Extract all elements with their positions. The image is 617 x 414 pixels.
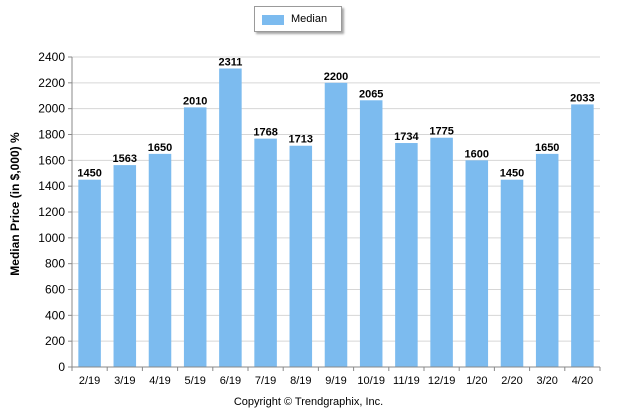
bar-1-20 bbox=[465, 160, 489, 367]
data-label: 1734 bbox=[394, 131, 419, 143]
y-tick-label: 200 bbox=[45, 334, 65, 348]
y-tick-label: 400 bbox=[45, 308, 65, 322]
bar-4-19 bbox=[148, 153, 172, 367]
bar-2-19 bbox=[78, 179, 101, 367]
y-tick-label: 600 bbox=[45, 283, 65, 297]
y-tick-label: 1000 bbox=[38, 231, 65, 245]
x-tick-label: 5/19 bbox=[184, 375, 205, 387]
data-label: 2010 bbox=[183, 95, 207, 107]
data-label: 1713 bbox=[289, 134, 313, 146]
y-tick-label: 1400 bbox=[38, 179, 65, 193]
y-tick-label: 2000 bbox=[38, 102, 65, 116]
x-tick-label: 1/20 bbox=[466, 375, 487, 387]
bar-6-19 bbox=[219, 68, 242, 367]
y-tick-label: 0 bbox=[58, 360, 65, 374]
bar-5-19 bbox=[183, 107, 207, 367]
axes: 0 200 400 600 800 1000 1200 1400 1600 1800 2000 220… bbox=[38, 50, 601, 387]
bar-10-19 bbox=[359, 100, 383, 367]
legend-label-median: Median bbox=[291, 13, 328, 25]
bar-9-19 bbox=[324, 82, 348, 367]
y-axis-label: Median Price (in $,000) % bbox=[8, 132, 22, 276]
data-label: 1650 bbox=[535, 142, 559, 154]
data-label: 1650 bbox=[148, 142, 172, 154]
x-tick-label: 2/19 bbox=[79, 375, 100, 387]
bar-11-19 bbox=[395, 143, 418, 367]
y-tick-label: 2200 bbox=[38, 76, 65, 90]
data-label: 1450 bbox=[77, 168, 101, 180]
data-label: 1768 bbox=[253, 127, 277, 139]
bar-3-19 bbox=[113, 165, 137, 367]
x-tick-label: 4/20 bbox=[572, 375, 593, 387]
data-label: 2065 bbox=[359, 88, 383, 100]
data-label: 1775 bbox=[429, 126, 453, 138]
bar-8-19 bbox=[289, 145, 313, 367]
data-label: 2311 bbox=[218, 56, 242, 68]
copyright-footer: Copyright © Trendgraphix, Inc. bbox=[233, 396, 384, 408]
x-tick-label: 2/20 bbox=[501, 375, 522, 387]
y-tick-label: 1800 bbox=[38, 128, 65, 142]
bar-3-20 bbox=[535, 153, 559, 367]
legend-swatch-median bbox=[262, 15, 284, 25]
y-tick-label: 2400 bbox=[38, 50, 65, 64]
data-label: 1563 bbox=[113, 153, 137, 165]
y-tick-label: 1200 bbox=[38, 205, 65, 219]
bar-4-20 bbox=[571, 104, 594, 367]
data-label: 2033 bbox=[570, 92, 594, 104]
x-tick-label: 11/19 bbox=[393, 375, 420, 387]
x-tick-label: 3/20 bbox=[536, 375, 557, 387]
bar-7-19 bbox=[254, 138, 277, 367]
bar-2-20 bbox=[500, 179, 524, 367]
x-tick-label: 3/19 bbox=[114, 375, 135, 387]
x-tick-label: 7/19 bbox=[255, 375, 276, 387]
data-label: 1450 bbox=[500, 168, 524, 180]
data-label: 1600 bbox=[465, 148, 489, 160]
x-tick-label: 6/19 bbox=[220, 375, 241, 387]
y-tick-label: 800 bbox=[45, 257, 65, 271]
x-tick-label: 10/19 bbox=[357, 375, 385, 387]
x-tick-label: 12/19 bbox=[428, 375, 456, 387]
y-tick-label: 1600 bbox=[38, 153, 65, 167]
data-labels: 1450 1563 1650 2010 2311 1768 1713 2200 2065 1734… bbox=[77, 56, 594, 179]
legend: Median bbox=[254, 6, 342, 32]
bar-12-19 bbox=[430, 137, 453, 367]
data-label: 2200 bbox=[324, 71, 348, 83]
x-tick-label: 9/19 bbox=[325, 375, 346, 387]
bars bbox=[78, 68, 594, 367]
x-tick-label: 8/19 bbox=[290, 375, 311, 387]
x-tick-label: 4/19 bbox=[149, 375, 170, 387]
